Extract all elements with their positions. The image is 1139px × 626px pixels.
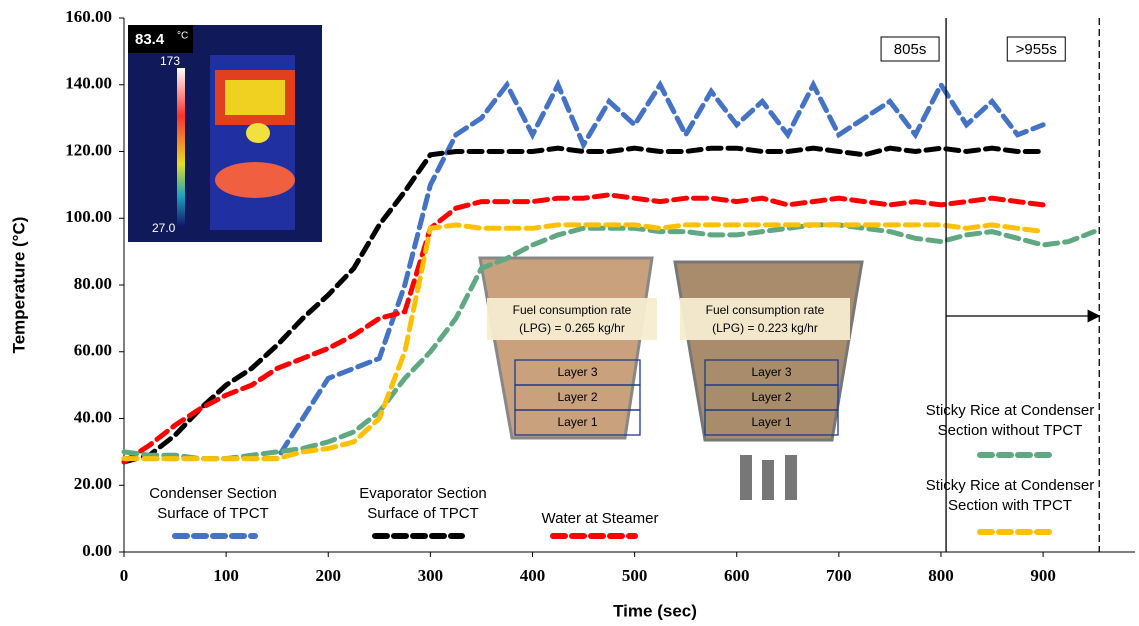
x-tick-label: 300 xyxy=(418,566,444,585)
chart: 83.4 °C 173 27.0 0.00 20.00 40.00 60.00 80.0… xyxy=(0,0,1139,626)
x-tick-label: 500 xyxy=(622,566,648,585)
x-tick-label: 0 xyxy=(120,566,129,585)
y-axis-title: Temperature (°C) xyxy=(9,217,28,354)
x-tick-label: 200 xyxy=(315,566,341,585)
thermal-image: 83.4 °C 173 27.0 xyxy=(128,25,322,242)
legend-label: Condenser Section Surface of TPCT xyxy=(133,484,293,524)
rate-title: Fuel consumption rate xyxy=(706,303,825,317)
thermal-min: 27.0 xyxy=(152,221,176,235)
layer-label: Layer 3 xyxy=(557,365,597,379)
thermal-unit: °C xyxy=(177,31,188,42)
y-tick-label: 120.00 xyxy=(65,140,112,159)
x-tick-label: 100 xyxy=(213,566,239,585)
layer-label: Layer 3 xyxy=(751,365,791,379)
thermal-max: 173 xyxy=(160,54,180,68)
legend-label: Evaporator Section Surface of TPCT xyxy=(343,484,503,524)
y-tick-label: 160.00 xyxy=(65,7,112,26)
rate-title: Fuel consumption rate xyxy=(513,303,632,317)
y-tick-label: 0.00 xyxy=(82,541,112,560)
rate-value: (LPG) = 0.223 kg/hr xyxy=(712,321,818,335)
layer-label: Layer 1 xyxy=(751,415,791,429)
layer-label: Layer 2 xyxy=(557,390,597,404)
legend-label: Sticky Rice at Condenser Section with TP… xyxy=(910,476,1110,516)
steamer-images xyxy=(480,258,862,500)
legend-label: Sticky Rice at Condenser Section without… xyxy=(910,401,1110,441)
x-tick-label: 900 xyxy=(1030,566,1056,585)
layer-label: Layer 2 xyxy=(751,390,791,404)
y-tick-label: 140.00 xyxy=(65,74,112,93)
x-axis-title: Time (sec) xyxy=(613,601,697,620)
thermal-reading: 83.4 xyxy=(135,31,165,48)
rate-value: (LPG) = 0.265 kg/hr xyxy=(519,321,625,335)
x-tick-label: 800 xyxy=(928,566,954,585)
y-tick-label: 40.00 xyxy=(74,407,112,426)
y-tick-label: 80.00 xyxy=(74,274,112,293)
y-tick-label: 60.00 xyxy=(74,341,112,360)
x-tick-label: 600 xyxy=(724,566,750,585)
marker-label: >955s xyxy=(1016,41,1057,58)
x-tick-label: 400 xyxy=(520,566,546,585)
y-tick-label: 20.00 xyxy=(74,474,112,493)
y-tick-label: 100.00 xyxy=(65,207,112,226)
layer-label: Layer 1 xyxy=(557,415,597,429)
legend-label: Water at Steamer xyxy=(500,509,700,529)
x-tick-label: 700 xyxy=(826,566,852,585)
marker-label: 805s xyxy=(894,41,927,58)
page: 83.4 °C 173 27.0 0.00 20.00 40.00 60.00 80.0… xyxy=(0,0,1139,626)
